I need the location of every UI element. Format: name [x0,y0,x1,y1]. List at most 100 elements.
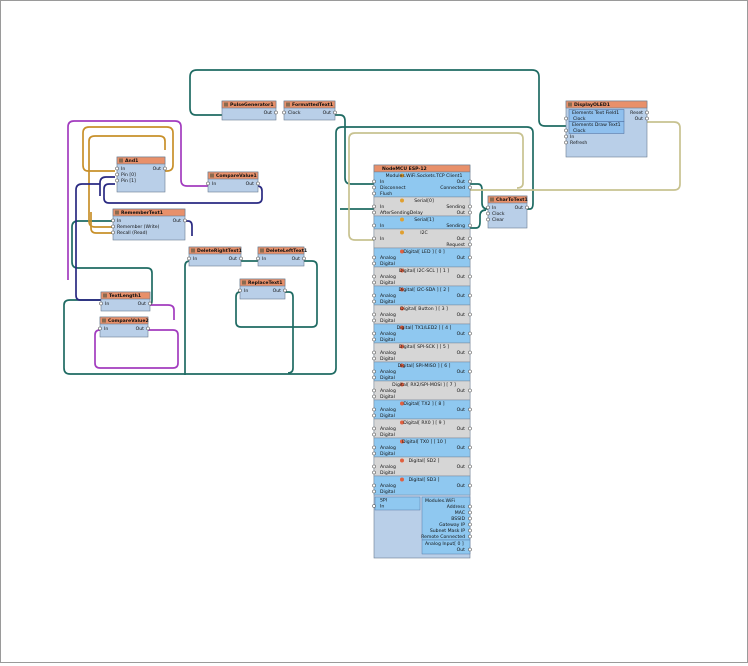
output-label: Out [635,116,644,122]
component-icon [568,102,572,107]
input-label: In [105,301,109,307]
component-title: CompareValue1 [216,173,257,179]
section-icon [400,230,404,235]
board-section [373,171,471,198]
section-title: Digital[ I2C-SCL ] [ 1 ] [399,268,449,274]
input-pin [372,274,376,279]
input-pin [372,337,376,342]
input-pin [372,426,376,431]
component-icon [490,197,494,202]
output-pin [468,464,472,469]
input-pin [372,445,376,450]
output-pin [468,204,472,209]
input-pin [372,299,376,304]
spi-section [374,496,421,511]
input-pin [256,256,260,261]
input-label: Analog [380,388,396,394]
input-label: In [570,134,574,140]
section-title: SPI [380,498,387,504]
component-title: CharToText1 [496,197,528,203]
output-pin [468,528,472,533]
input-pin [372,432,376,437]
component-icon [210,173,214,178]
output-pin [146,326,150,331]
input-pin [372,369,376,374]
section-title: Digital[ Button ] [ 3 ] [400,306,448,312]
output-pin [468,369,472,374]
input-pin [564,134,568,139]
input-label: Digital [380,432,395,438]
input-pin [372,223,376,228]
input-label: In [380,223,384,229]
input-label: Digital [380,337,395,343]
input-pin [99,301,103,306]
output-pin [468,510,472,515]
component-header [100,291,151,300]
output-label: Out [457,179,466,185]
output-label: Out [457,388,466,394]
input-label: Clock [573,128,586,134]
component-icon [286,102,290,107]
component-icon [191,248,195,253]
input-label: Analog [380,350,396,356]
output-pin [468,242,472,247]
output-pin [239,256,243,261]
section-title: Serial[1] [414,217,434,223]
input-pin [564,116,568,121]
component-title: DeleteLeftText1 [266,248,307,254]
output-pin [468,504,472,509]
output-label: Out [264,110,273,116]
output-label: Out [138,301,147,307]
input-label: Pin [1] [121,178,136,184]
input-pin [372,451,376,456]
section-title: Digital[ RX2/SPI-MOSI ] [ 7 ] [392,382,456,388]
component-icon [260,248,264,253]
input-label: Analog [380,274,396,280]
input-label: Clock [573,116,586,122]
output-label: Sending [446,204,465,210]
section-title: Digital[ RX0 ] [ 9 ] [403,420,445,426]
input-label: Digital [380,299,395,305]
input-pin [206,181,210,186]
output-pin [468,179,472,184]
output-label: Reset [630,110,643,116]
input-label: Digital [380,318,395,324]
input-pin [564,128,568,133]
input-label: In [380,204,384,210]
section-title: Digital[ TX2 ] [ 8 ] [403,401,444,407]
component-header [221,100,277,109]
input-label: Clock [288,110,301,116]
input-pin [115,178,119,183]
component-title: RememberText1 [121,210,163,216]
section-icon [400,217,404,222]
input-label: Analog [380,331,396,337]
input-pin [372,191,376,196]
input-pin [486,205,490,210]
output-pin [256,181,260,186]
input-label: Remember (Write) [117,224,160,230]
output-label: BSSID [451,516,465,522]
output-pin [468,274,472,279]
output-pin [468,534,472,539]
output-label: Out [457,210,466,216]
input-label: Analog [380,445,396,451]
output-pin [468,223,472,228]
output-label: Out [457,350,466,356]
section-title: Digital[ SPI-SCK ] [ 5 ] [399,344,449,350]
output-pin [283,288,287,293]
output-label: Out [457,426,466,432]
analog-section [421,539,471,555]
output-label: Out [323,110,332,116]
section-icon [400,420,404,425]
input-pin [372,394,376,399]
section-icon [400,439,404,444]
input-pin [372,413,376,418]
input-pin [372,350,376,355]
element-title: Elements Text Field1 [572,110,619,116]
output-label: Request [446,242,465,248]
output-label: Out [457,369,466,375]
section-icon [400,268,404,273]
output-pin [525,205,529,210]
input-pin [187,256,191,261]
